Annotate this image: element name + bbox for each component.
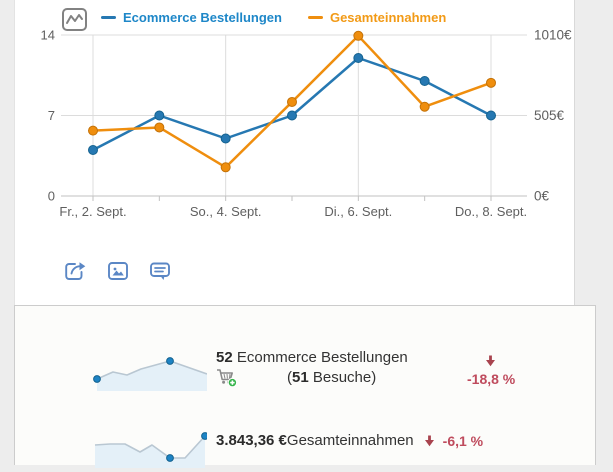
data-point-ecommerce-bestellungen[interactable] <box>89 146 98 155</box>
legend-swatch-orders <box>101 16 116 19</box>
data-point-gesamteinnahmen[interactable] <box>288 97 297 106</box>
orders-count: 52 <box>216 349 233 366</box>
orders-sparkline[interactable] <box>75 343 207 395</box>
summary-panel: 52 Ecommerce Bestellungen (51 Besuche) -… <box>14 305 596 465</box>
chart-toolbar <box>63 258 172 283</box>
sparkline-dot <box>202 433 207 440</box>
legend-item-ecommerce-bestellungen[interactable]: Ecommerce Bestellungen <box>101 10 282 25</box>
ecommerce-evolution-chart: 14 7 0 1010€ 505€ 0€ Fr., 2. Sept. So., 4. Sept… <box>15 0 576 240</box>
data-point-gesamteinnahmen[interactable] <box>487 78 496 87</box>
x-tick-label: So., 4. Sept. <box>190 204 262 219</box>
legend-swatch-revenue <box>308 16 323 19</box>
export-button[interactable] <box>63 258 88 283</box>
orders-label: Ecommerce Bestellungen <box>233 349 408 366</box>
legend-label-orders: Ecommerce Bestellungen <box>123 10 282 25</box>
visits-count: 51 <box>292 369 309 386</box>
legend-label-revenue: Gesamteinnahmen <box>330 10 446 25</box>
y-left-tick-label: 7 <box>48 108 55 123</box>
x-tick-label: Do., 8. Sept. <box>455 204 527 219</box>
revenue-label: Gesamteinnahmen <box>287 432 414 449</box>
data-point-ecommerce-bestellungen[interactable] <box>288 111 297 120</box>
annotations-button[interactable] <box>147 258 172 283</box>
y-right-tick-label: 0€ <box>534 189 550 204</box>
y-right-tick-label: 1010€ <box>534 28 572 43</box>
chart-widget-card: 14 7 0 1010€ 505€ 0€ Fr., 2. Sept. So., 4. Sept… <box>14 0 575 305</box>
line-chart-icon <box>61 7 88 32</box>
data-point-ecommerce-bestellungen[interactable] <box>354 54 363 63</box>
data-point-ecommerce-bestellungen[interactable] <box>221 134 230 143</box>
y-left-tick-label: 0 <box>48 189 55 204</box>
revenue-amount: 3.843,36 € <box>216 432 287 449</box>
data-point-gesamteinnahmen[interactable] <box>155 123 164 132</box>
revenue-sparkline[interactable] <box>75 420 207 472</box>
data-point-gesamteinnahmen[interactable] <box>221 163 230 172</box>
legend-item-gesamteinnahmen[interactable]: Gesamteinnahmen <box>308 10 446 25</box>
data-point-ecommerce-bestellungen[interactable] <box>487 111 496 120</box>
data-point-ecommerce-bestellungen[interactable] <box>155 111 164 120</box>
sparkline-dot <box>167 358 174 365</box>
export-image-button[interactable] <box>105 258 130 283</box>
data-point-ecommerce-bestellungen[interactable] <box>420 77 429 86</box>
export-icon <box>63 259 88 283</box>
chart-legend: Ecommerce Bestellungen Gesamteinnahmen <box>101 10 446 25</box>
image-icon <box>106 259 130 283</box>
orders-change-percent: -18,8 % <box>467 371 515 387</box>
sparkline-dot <box>94 376 101 383</box>
revenue-trend-down-arrow-icon <box>424 435 435 447</box>
annotation-icon <box>148 259 172 283</box>
x-tick-label: Di., 6. Sept. <box>324 204 392 219</box>
revenue-change-percent: -6,1 % <box>443 433 483 449</box>
y-left-tick-label: 14 <box>41 28 55 43</box>
chart-type-selector-button[interactable] <box>61 7 88 32</box>
orders-visits-text: (51 Besuche) <box>287 369 376 386</box>
data-point-gesamteinnahmen[interactable] <box>89 126 98 135</box>
sparkline-area <box>95 436 205 468</box>
visits-label: Besuche) <box>309 369 377 386</box>
orders-summary-text: 52 Ecommerce Bestellungen <box>216 347 408 369</box>
sparkline-dot <box>167 455 174 462</box>
y-right-tick-label: 505€ <box>534 108 565 123</box>
orders-trend-down-arrow-icon <box>485 354 496 372</box>
data-point-gesamteinnahmen[interactable] <box>354 31 363 40</box>
x-tick-label: Fr., 2. Sept. <box>59 204 126 219</box>
revenue-summary-text: 3.843,36 € Gesamteinnahmen -6,1 % <box>216 432 483 449</box>
cart-add-icon <box>216 368 238 393</box>
data-point-gesamteinnahmen[interactable] <box>420 102 429 111</box>
